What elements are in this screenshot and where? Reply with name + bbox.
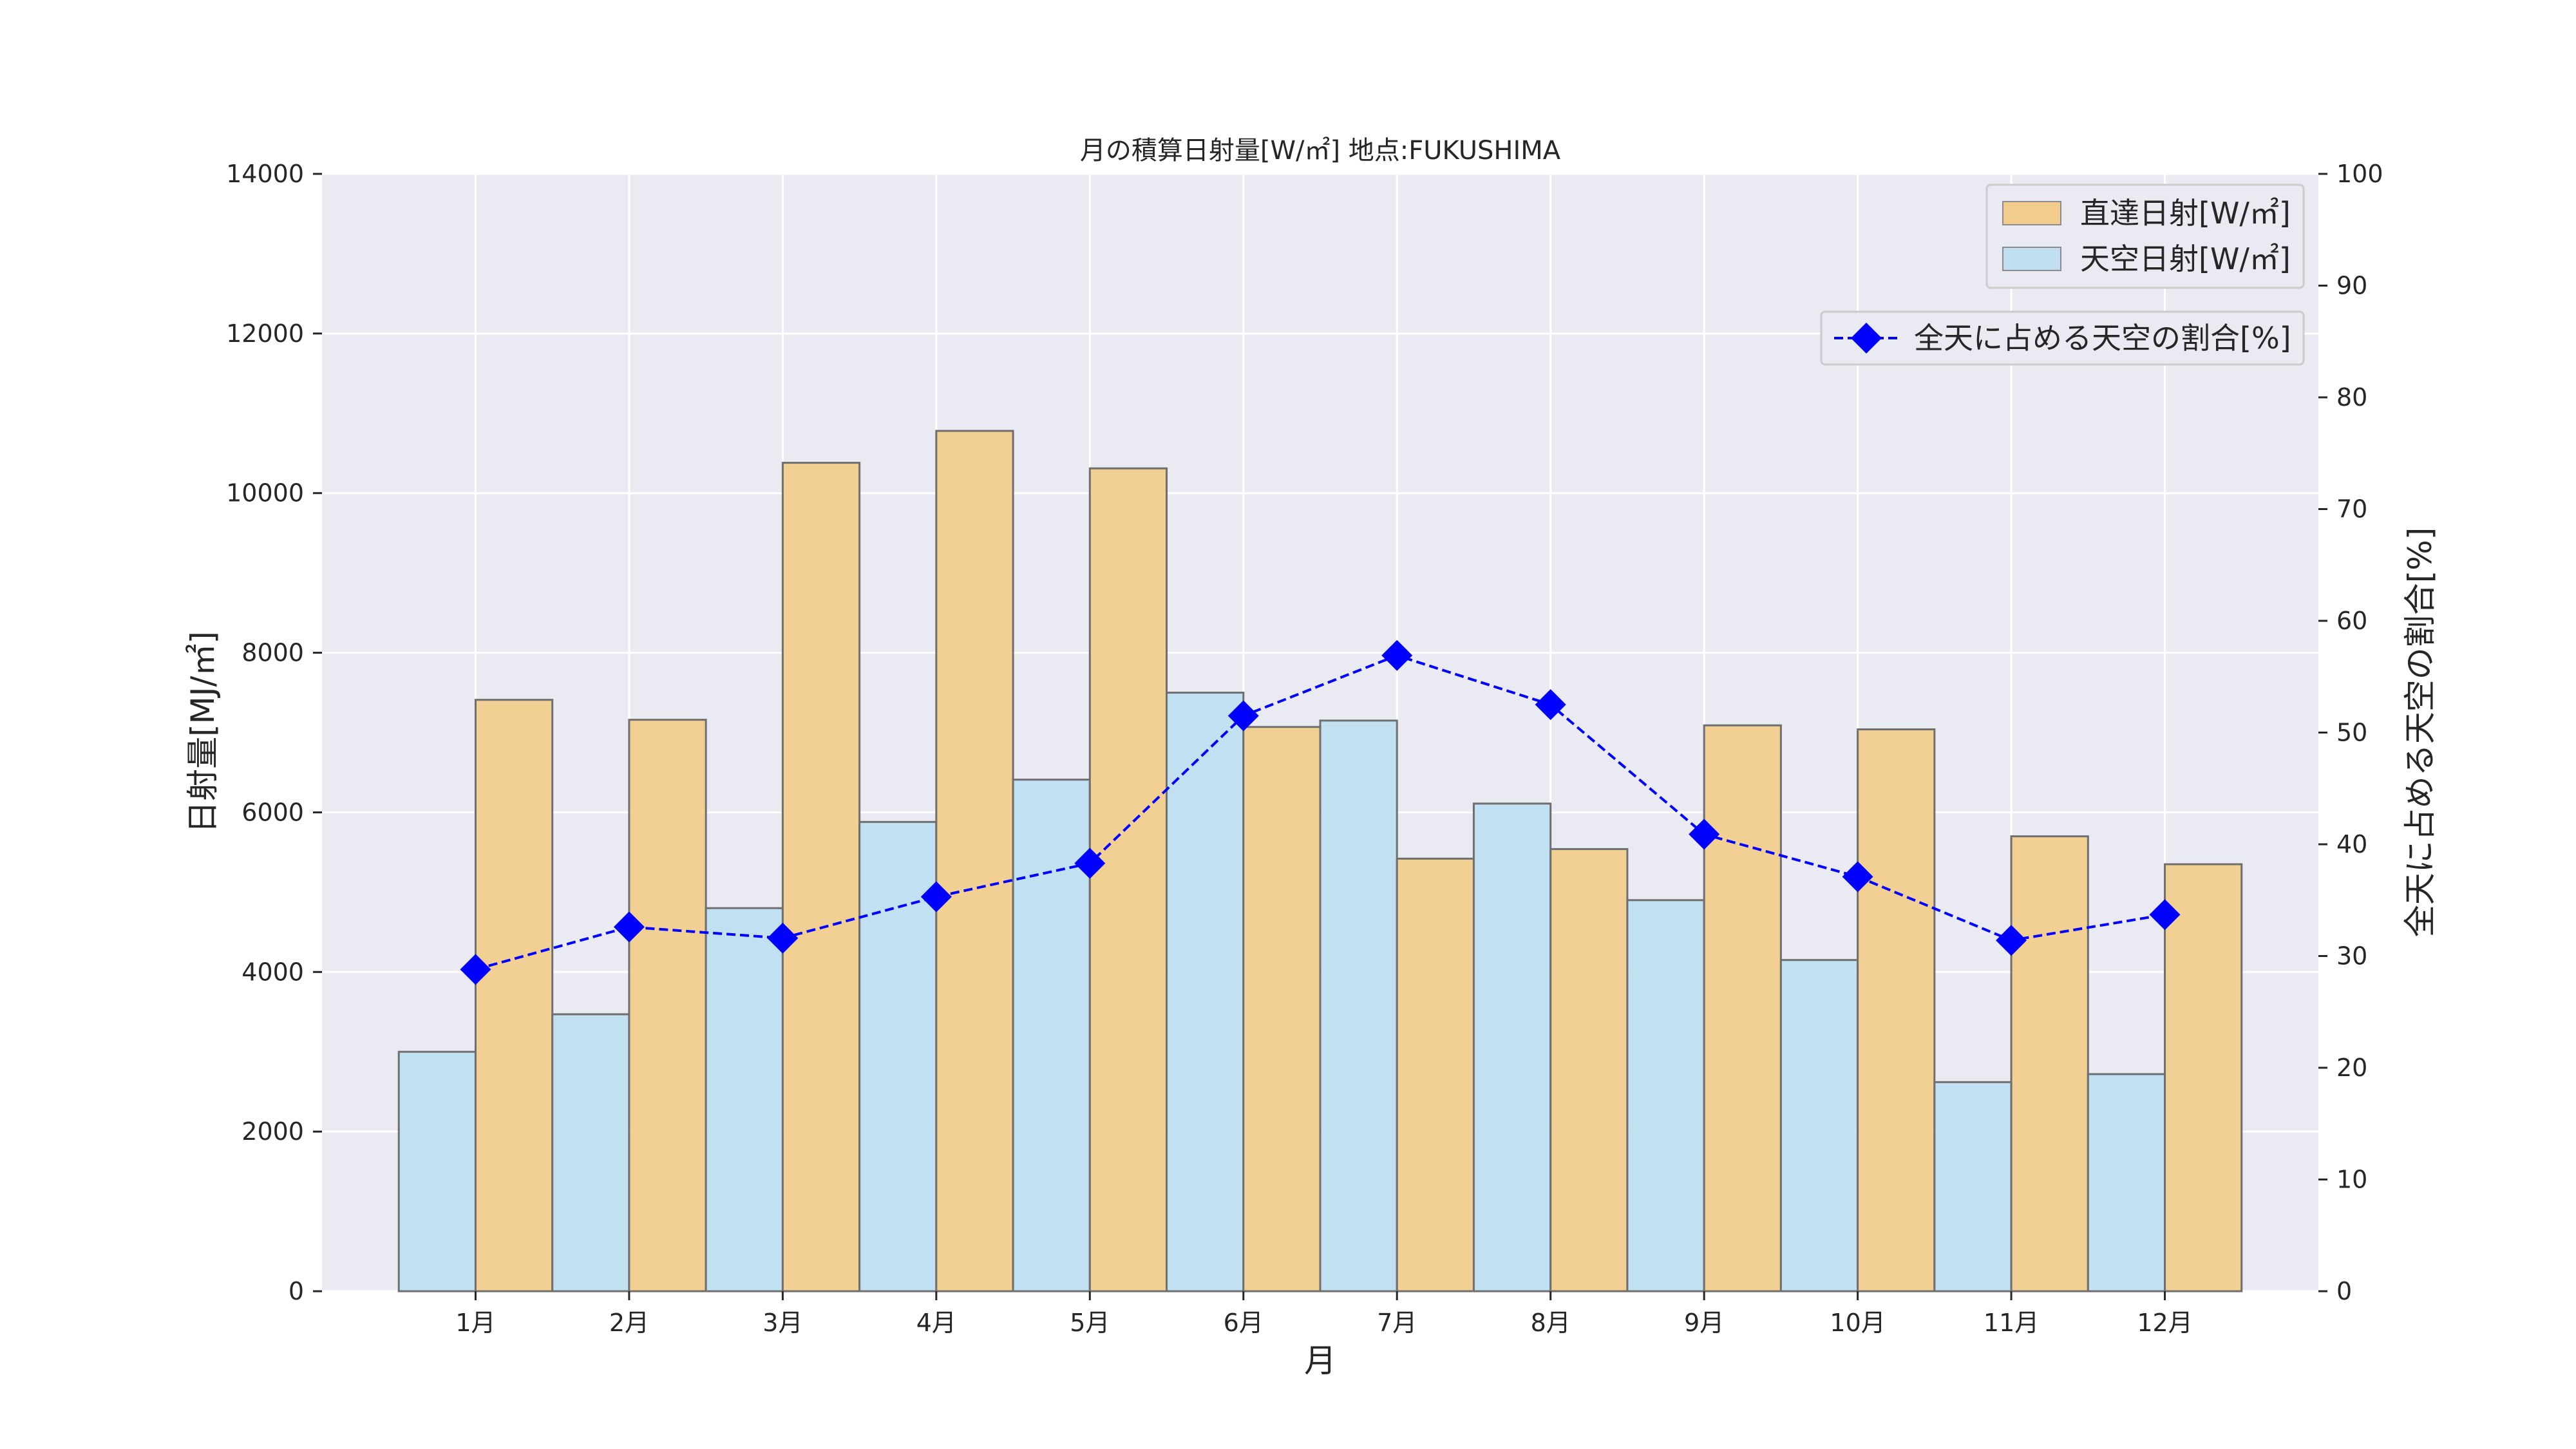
y2-tick-label: 20 [2336, 1054, 2367, 1082]
y2-tick-label: 60 [2336, 607, 2367, 635]
x-tick-label: 6月 [1224, 1309, 1264, 1337]
bar-diffuse [1319, 719, 1398, 1293]
y-tick-label: 6000 [242, 798, 304, 826]
bar-direct [1857, 728, 1936, 1293]
y-axis-left: 0 2000 4000 6000 8000 10000 12000 14000 [226, 160, 322, 1305]
x-tick-label: 10月 [1830, 1309, 1885, 1337]
y2-tick-label: 50 [2336, 719, 2367, 747]
ratio-point [1227, 700, 1259, 732]
y2-tick-label: 90 [2336, 272, 2367, 300]
bar-direct [2164, 863, 2243, 1293]
bar-diffuse [1626, 899, 1705, 1293]
legend-line: 全天に占める天空の割合[%] [1820, 310, 2305, 366]
bar-diffuse [2087, 1073, 2166, 1293]
bar-diffuse [705, 907, 784, 1293]
y2-tick-label: 40 [2336, 830, 2367, 858]
bar-diffuse [1933, 1081, 2012, 1293]
ratio-point [767, 922, 799, 954]
bar-diffuse [1166, 692, 1245, 1293]
bar-diffuse [551, 1013, 630, 1293]
legend-label-ratio: 全天に占める天空の割合[%] [1914, 321, 2291, 355]
x-tick-label: 5月 [1070, 1309, 1110, 1337]
legend-swatch-diffuse [2002, 247, 2061, 271]
x-tick-label: 8月 [1531, 1309, 1571, 1337]
bar-direct [1549, 848, 1629, 1293]
bar-direct [1088, 467, 1168, 1293]
legend-bars: 直達日射[W/㎡] 天空日射[W/㎡] [1985, 184, 2305, 289]
legend-frame [1985, 184, 2305, 289]
bar-direct [1703, 724, 1782, 1293]
legend-label-direct: 直達日射[W/㎡] [2080, 196, 2291, 231]
x-tick-label: 12月 [2137, 1309, 2192, 1337]
y2-tick-label: 70 [2336, 495, 2367, 524]
ratio-line [460, 639, 2181, 985]
y-tick-label: 2000 [242, 1117, 304, 1146]
bar-direct [1242, 726, 1321, 1293]
y-tick-label: 0 [289, 1277, 304, 1305]
legend-label-diffuse: 天空日射[W/㎡] [2080, 242, 2291, 276]
bar-direct [1396, 857, 1475, 1293]
ratio-line-path [475, 654, 2165, 971]
bar-direct [474, 699, 554, 1293]
ratio-point [1842, 861, 1873, 893]
x-tick-label: 7月 [1377, 1309, 1417, 1337]
bar-diffuse [1012, 779, 1091, 1293]
x-tick-label: 9月 [1684, 1309, 1724, 1337]
bars [397, 430, 2243, 1293]
ratio-point [1996, 925, 2027, 956]
x-tick-label: 11月 [1984, 1309, 2039, 1337]
x-tick-label: 3月 [762, 1309, 802, 1337]
y-axis-right: 0 10 20 30 40 50 60 70 80 90 100 [2318, 160, 2383, 1305]
x-axis: 1月 2月 3月 4月 5月 6月 7月 8月 9月 10月 11月 12月 [455, 1291, 2193, 1337]
ratio-point [2149, 899, 2181, 931]
x-axis-title: 月 [1304, 1342, 1336, 1379]
bar-diffuse [858, 820, 938, 1293]
legend-frame [1820, 310, 2305, 366]
y-tick-label: 4000 [242, 958, 304, 986]
bar-diffuse [397, 1050, 477, 1293]
y-tick-label: 14000 [226, 160, 304, 188]
bar-direct [781, 462, 861, 1293]
y2-axis-title: 全天に占める天空の割合[%] [2401, 527, 2439, 938]
legend-swatch-ratio-marker [1851, 323, 1882, 354]
x-tick-label: 4月 [916, 1309, 956, 1337]
ratio-point [1381, 639, 1413, 671]
y-tick-label: 8000 [242, 639, 304, 667]
bar-diffuse [1779, 959, 1859, 1293]
bar-direct [2010, 835, 2089, 1293]
y-tick-label: 12000 [226, 319, 304, 348]
bar-direct [935, 430, 1014, 1293]
ratio-point [920, 881, 952, 913]
y2-tick-label: 30 [2336, 942, 2367, 971]
y2-tick-label: 0 [2336, 1277, 2352, 1305]
chart-title: 月の積算日射量[W/㎡] 地点:FUKUSHIMA [1080, 136, 1561, 166]
y-axis-title: 日射量[MJ/㎡] [184, 631, 222, 833]
y-tick-label: 10000 [226, 479, 304, 507]
ratio-point [613, 911, 645, 943]
ratio-point [1074, 848, 1106, 879]
ratio-point [1535, 689, 1566, 721]
bar-direct [628, 719, 707, 1293]
y2-tick-label: 100 [2336, 160, 2383, 188]
y2-tick-label: 10 [2336, 1166, 2367, 1194]
legend-swatch-direct [2002, 201, 2061, 225]
x-tick-label: 1月 [455, 1309, 495, 1337]
x-tick-label: 2月 [609, 1309, 649, 1337]
ratio-point [460, 954, 491, 985]
y2-tick-label: 80 [2336, 383, 2367, 412]
ratio-point [1689, 819, 1720, 850]
bar-diffuse [1472, 802, 1552, 1293]
